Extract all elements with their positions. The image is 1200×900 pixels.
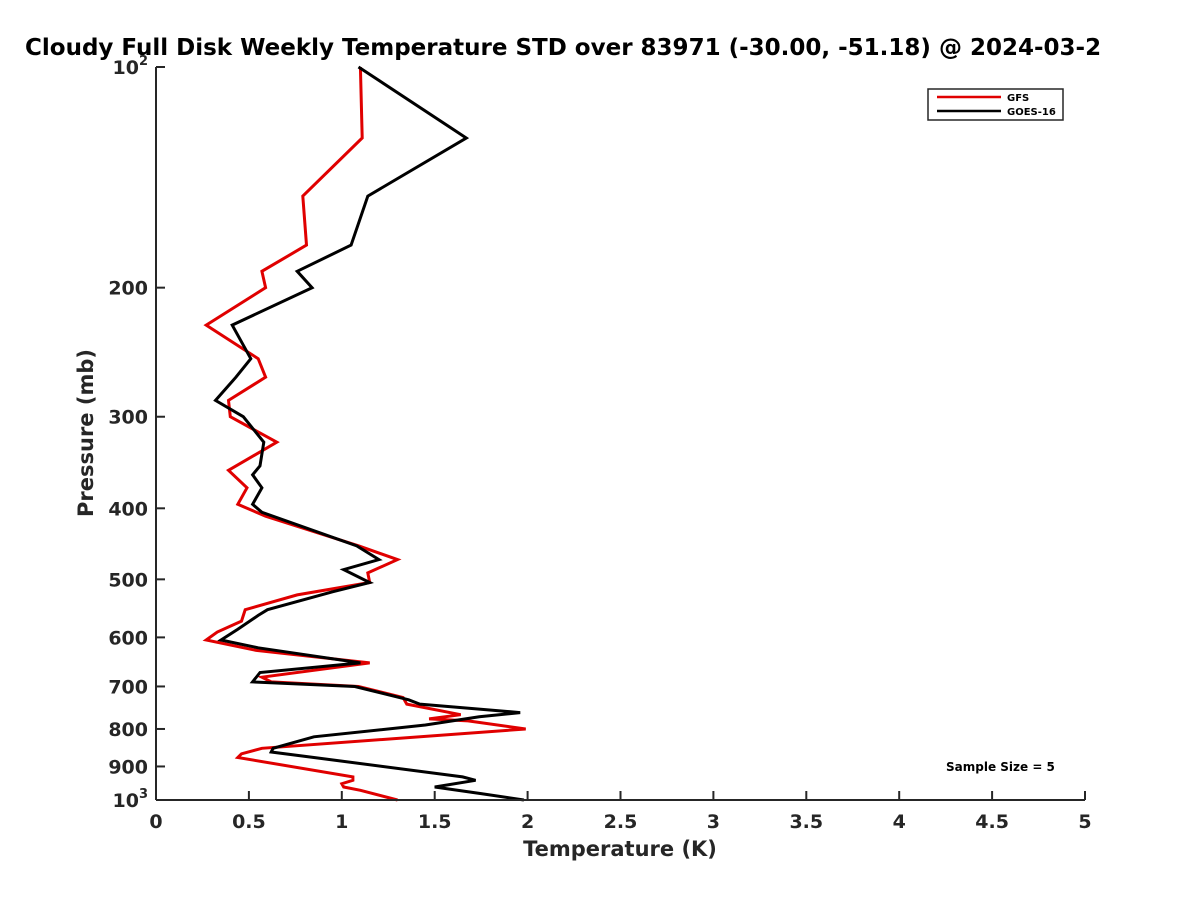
legend-label-gfs: GFS	[1007, 93, 1029, 104]
legend: GFS GOES-16	[927, 88, 1064, 121]
legend-label-goes16: GOES-16	[1007, 107, 1056, 118]
series-line-goes16	[213, 65, 525, 802]
y-axis-label: Pressure (mb)	[74, 349, 98, 517]
chart-title: Cloudy Full Disk Weekly Temperature STD …	[25, 35, 1101, 61]
x-tick-label: 2.5	[604, 811, 638, 833]
x-tick-label: 2	[521, 811, 534, 833]
y-tick-label: 200	[108, 278, 148, 300]
x-tick-label: 3	[707, 811, 720, 833]
y-tick-label: 700	[108, 676, 148, 698]
y-tick-label: 102	[113, 54, 149, 79]
legend-box	[927, 88, 1064, 121]
sample-size-annotation: Sample Size = 5	[946, 760, 1055, 774]
x-axis-label: Temperature (K)	[523, 837, 717, 861]
x-tick-label: 0	[149, 811, 162, 833]
y-tick-label: 500	[108, 569, 148, 591]
y-tick-label: 400	[108, 498, 148, 520]
y-tick-label: 300	[108, 407, 148, 429]
y-tick-label: 800	[108, 719, 148, 741]
x-tick-label: 1.5	[418, 811, 452, 833]
x-tick-label: 0.5	[232, 811, 266, 833]
x-tick-label: 5	[1078, 811, 1091, 833]
x-tick-label: 1	[335, 811, 348, 833]
x-tick-label: 4	[893, 811, 906, 833]
series-layer	[202, 65, 526, 802]
x-tick-label: 3.5	[789, 811, 823, 833]
series-line-gfs	[202, 66, 526, 802]
x-tick-label: 4.5	[975, 811, 1009, 833]
y-ticks: 102 200 300 400 500 600 700 800 900 103	[108, 54, 165, 812]
axes-layer	[155, 67, 1085, 801]
y-tick-label: 600	[108, 627, 148, 649]
y-tick-label: 103	[113, 787, 149, 812]
y-tick-label: 900	[108, 756, 148, 778]
x-ticks: 0 0.5 1 1.5 2 2.5 3 3.5 4 4.5 5	[149, 791, 1092, 833]
